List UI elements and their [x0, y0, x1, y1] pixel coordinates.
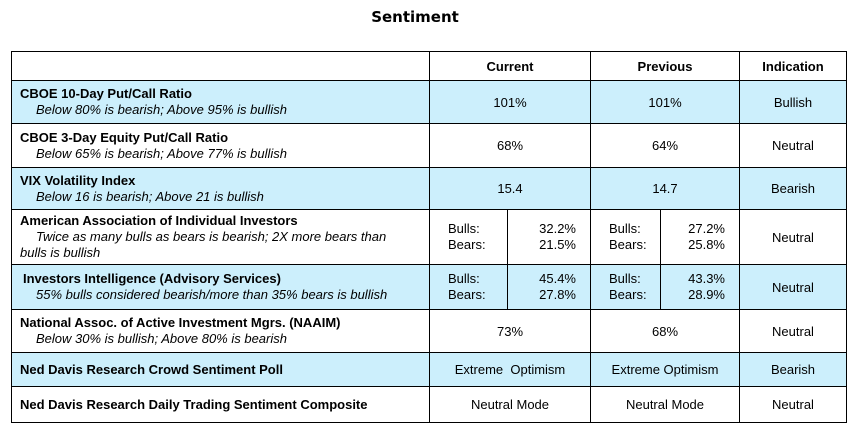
row-label: National Assoc. of Active Investment Mgr… — [11, 309, 430, 353]
bulls-label: Bulls: — [448, 271, 480, 286]
previous-value: 101% — [590, 80, 740, 124]
table-row: CBOE 3-Day Equity Put/Call Ratio Below 6… — [11, 123, 847, 168]
indication-value: Bearish — [739, 352, 847, 387]
indicator-name: Ned Davis Research Daily Trading Sentime… — [20, 396, 368, 412]
indication-value: Neutral — [739, 264, 847, 310]
indicator-desc: Below 65% is bearish; Above 77% is bulli… — [36, 145, 287, 161]
current-bears: 21.5% — [539, 237, 576, 252]
indication-value: Bearish — [739, 167, 847, 210]
indicator-desc: Below 16 is bearish; Above 21 is bullish — [36, 188, 264, 204]
current-value: Extreme Optimism — [429, 352, 591, 387]
table-row: Ned Davis Research Daily Trading Sentime… — [11, 386, 847, 423]
current-value: 101% — [429, 80, 591, 124]
table-row: American Association of Individual Inves… — [11, 209, 847, 265]
sentiment-table: Current Previous Indication CBOE 10-Day … — [11, 51, 847, 423]
row-label: Investors Intelligence (Advisory Service… — [11, 264, 430, 310]
bulls-label: Bulls: — [609, 221, 641, 236]
bears-label: Bears: — [609, 237, 647, 252]
previous-value: 14.7 — [590, 167, 740, 210]
previous-values: 27.2% 25.8% — [660, 209, 740, 265]
table-row: Ned Davis Research Crowd Sentiment Poll … — [11, 352, 847, 387]
table-row: VIX Volatility Index Below 16 is bearish… — [11, 167, 847, 210]
indicator-desc: Twice as many bulls as bears is bearish;… — [20, 229, 387, 260]
previous-value: Extreme Optimism — [590, 352, 740, 387]
previous-labels: Bulls: Bears: — [590, 209, 661, 265]
indicator-name: National Assoc. of Active Investment Mgr… — [20, 315, 341, 330]
indicator-name: CBOE 10-Day Put/Call Ratio — [20, 86, 192, 101]
indicator-name: CBOE 3-Day Equity Put/Call Ratio — [20, 129, 229, 145]
row-label: Ned Davis Research Daily Trading Sentime… — [11, 386, 430, 423]
indicator-name: VIX Volatility Index — [20, 172, 136, 188]
row-label: CBOE 10-Day Put/Call Ratio Below 80% is … — [11, 80, 430, 124]
row-label: Ned Davis Research Crowd Sentiment Poll — [11, 352, 430, 387]
indication-value: Neutral — [739, 209, 847, 265]
indication-value: Bullish — [739, 80, 847, 124]
indicator-desc: 55% bulls considered bearish/more than 3… — [36, 287, 388, 302]
previous-bears: 28.9% — [688, 287, 725, 302]
previous-labels: Bulls: Bears: — [590, 264, 661, 310]
current-bulls: 45.4% — [539, 271, 576, 286]
current-bulls: 32.2% — [539, 221, 576, 236]
previous-value: 68% — [590, 309, 740, 353]
previous-bears: 25.8% — [688, 237, 725, 252]
table-row: Investors Intelligence (Advisory Service… — [11, 264, 847, 310]
current-labels: Bulls: Bears: — [429, 264, 508, 310]
previous-bulls: 27.2% — [688, 221, 725, 236]
indication-value: Neutral — [739, 309, 847, 353]
current-bears: 27.8% — [539, 287, 576, 302]
header-blank — [11, 51, 430, 81]
indicator-name: Ned Davis Research Crowd Sentiment Poll — [20, 361, 283, 377]
bears-label: Bears: — [448, 237, 486, 252]
header-indication: Indication — [739, 51, 847, 81]
previous-value: Neutral Mode — [590, 386, 740, 423]
page-title: Sentiment — [371, 8, 459, 26]
current-values: 32.2% 21.5% — [507, 209, 591, 265]
table-row: National Assoc. of Active Investment Mgr… — [11, 309, 847, 353]
current-value: Neutral Mode — [429, 386, 591, 423]
bulls-label: Bulls: — [609, 271, 641, 286]
row-label: American Association of Individual Inves… — [11, 209, 430, 265]
header-row: Current Previous Indication — [11, 51, 847, 81]
table-row: CBOE 10-Day Put/Call Ratio Below 80% is … — [11, 80, 847, 124]
indicator-name: Investors Intelligence (Advisory Service… — [23, 271, 281, 286]
indicator-name: American Association of Individual Inves… — [20, 213, 298, 228]
current-value: 73% — [429, 309, 591, 353]
row-label: VIX Volatility Index Below 16 is bearish… — [11, 167, 430, 210]
header-previous: Previous — [590, 51, 740, 81]
current-value: 15.4 — [429, 167, 591, 210]
indication-value: Neutral — [739, 123, 847, 168]
row-label: CBOE 3-Day Equity Put/Call Ratio Below 6… — [11, 123, 430, 168]
bears-label: Bears: — [448, 287, 486, 302]
previous-value: 64% — [590, 123, 740, 168]
previous-bulls: 43.3% — [688, 271, 725, 286]
header-current: Current — [429, 51, 591, 81]
current-values: 45.4% 27.8% — [507, 264, 591, 310]
current-value: 68% — [429, 123, 591, 168]
bears-label: Bears: — [609, 287, 647, 302]
bulls-label: Bulls: — [448, 221, 480, 236]
indication-value: Neutral — [739, 386, 847, 423]
indicator-desc: Below 80% is bearish; Above 95% is bulli… — [36, 102, 287, 117]
current-labels: Bulls: Bears: — [429, 209, 508, 265]
indicator-desc: Below 30% is bullish; Above 80% is beari… — [36, 331, 287, 346]
previous-values: 43.3% 28.9% — [660, 264, 740, 310]
